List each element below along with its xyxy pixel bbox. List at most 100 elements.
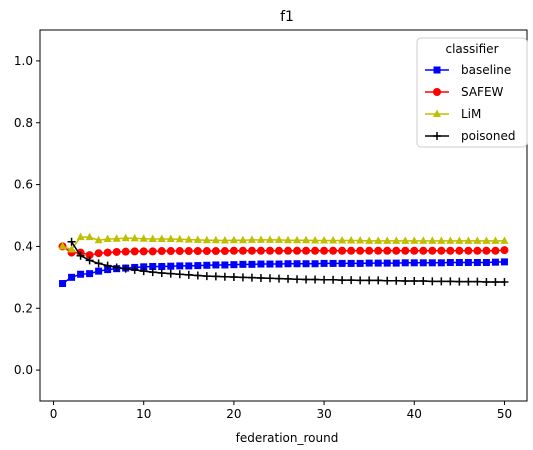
data-point-LiM xyxy=(94,235,103,244)
series-poisoned xyxy=(67,237,509,286)
data-point-baseline xyxy=(158,263,166,271)
data-point-SAFEW xyxy=(139,247,148,256)
data-point-poisoned xyxy=(256,273,265,282)
data-point-poisoned xyxy=(347,276,356,285)
data-point-poisoned xyxy=(85,256,94,265)
data-point-poisoned xyxy=(184,270,193,279)
data-point-poisoned xyxy=(392,276,401,285)
data-point-poisoned xyxy=(247,273,256,282)
data-point-SAFEW xyxy=(302,246,311,255)
legend-item-poisoned: poisoned xyxy=(425,129,516,143)
data-point-LiM xyxy=(148,234,157,242)
data-point-poisoned xyxy=(311,275,320,284)
data-point-LiM xyxy=(193,235,202,243)
data-point-poisoned xyxy=(202,272,211,281)
data-point-baseline xyxy=(320,259,328,267)
data-point-LiM xyxy=(58,241,67,250)
data-point-baseline xyxy=(374,259,382,267)
data-point-SAFEW xyxy=(274,246,283,255)
data-point-poisoned xyxy=(157,269,166,278)
data-point-SAFEW xyxy=(410,246,419,255)
data-point-LiM xyxy=(211,235,220,244)
data-point-LiM xyxy=(103,234,112,242)
data-point-baseline xyxy=(356,259,364,267)
data-point-LiM xyxy=(76,232,85,241)
data-point-LiM xyxy=(365,236,374,244)
data-point-LiM xyxy=(265,235,274,243)
data-point-SAFEW xyxy=(256,246,265,255)
data-point-baseline xyxy=(446,258,454,266)
data-point-LiM xyxy=(175,234,184,243)
y-tick-label: 0.6 xyxy=(14,178,33,192)
data-point-poisoned xyxy=(491,277,500,286)
data-point-baseline xyxy=(176,262,184,270)
data-point-LiM xyxy=(437,236,446,244)
data-point-LiM xyxy=(121,233,130,242)
data-point-LiM xyxy=(392,236,401,244)
legend-marker-poisoned xyxy=(433,132,441,140)
data-point-baseline xyxy=(86,270,94,278)
data-point-LiM xyxy=(220,236,229,244)
data-point-SAFEW xyxy=(284,246,293,255)
data-point-poisoned xyxy=(175,270,184,279)
data-point-SAFEW xyxy=(428,246,437,255)
data-point-baseline xyxy=(230,261,238,269)
data-point-poisoned xyxy=(383,276,392,285)
legend-label-LiM: LiM xyxy=(461,107,481,121)
data-point-poisoned xyxy=(482,277,491,286)
data-point-LiM xyxy=(410,236,419,244)
data-point-SAFEW xyxy=(193,247,202,256)
data-point-baseline xyxy=(257,260,265,268)
data-point-SAFEW xyxy=(184,247,193,256)
data-point-LiM xyxy=(464,236,473,244)
y-tick-label: 0.8 xyxy=(14,116,33,130)
data-point-SAFEW xyxy=(202,247,211,256)
legend-label-SAFEW: SAFEW xyxy=(461,85,504,99)
data-point-LiM xyxy=(320,236,329,244)
data-point-poisoned xyxy=(338,276,347,285)
data-point-poisoned xyxy=(274,274,283,283)
data-point-LiM xyxy=(256,235,265,243)
data-point-baseline xyxy=(473,258,481,266)
data-point-poisoned xyxy=(446,277,455,286)
data-point-poisoned xyxy=(94,259,103,268)
data-point-SAFEW xyxy=(265,246,274,255)
data-point-SAFEW xyxy=(103,248,112,257)
data-point-poisoned xyxy=(284,274,293,283)
data-point-baseline xyxy=(491,258,499,266)
data-point-baseline xyxy=(401,259,409,267)
data-point-baseline xyxy=(95,267,103,275)
data-point-baseline xyxy=(338,259,346,267)
data-point-SAFEW xyxy=(455,246,464,255)
data-point-LiM xyxy=(356,236,365,244)
y-tick-label: 0.0 xyxy=(14,363,33,377)
data-point-LiM xyxy=(238,235,247,244)
data-point-poisoned xyxy=(320,275,329,284)
data-point-SAFEW xyxy=(419,246,428,255)
data-point-LiM xyxy=(67,245,76,253)
data-point-LiM xyxy=(139,234,148,242)
data-point-SAFEW xyxy=(446,246,455,255)
data-point-LiM xyxy=(473,236,482,244)
data-point-LiM xyxy=(202,235,211,244)
series-baseline xyxy=(59,258,508,288)
data-point-SAFEW xyxy=(392,246,401,255)
data-point-SAFEW xyxy=(356,246,365,255)
data-point-SAFEW xyxy=(85,251,94,260)
data-point-poisoned xyxy=(220,272,229,281)
data-point-poisoned xyxy=(356,276,365,285)
data-point-LiM xyxy=(157,234,166,242)
data-point-poisoned xyxy=(329,275,338,284)
data-point-baseline xyxy=(392,259,400,267)
data-point-baseline xyxy=(482,258,490,266)
data-point-LiM xyxy=(500,236,509,244)
data-point-SAFEW xyxy=(229,246,238,255)
data-point-SAFEW xyxy=(401,246,410,255)
data-point-LiM xyxy=(302,235,311,244)
data-point-SAFEW xyxy=(94,249,103,258)
data-point-SAFEW xyxy=(500,246,509,255)
legend-entries: baseline SAFEW LiM poisoned xyxy=(425,63,516,143)
data-point-LiM xyxy=(329,236,338,244)
x-axis-title: federation_round xyxy=(236,431,339,445)
legend-marker-SAFEW xyxy=(433,88,441,96)
